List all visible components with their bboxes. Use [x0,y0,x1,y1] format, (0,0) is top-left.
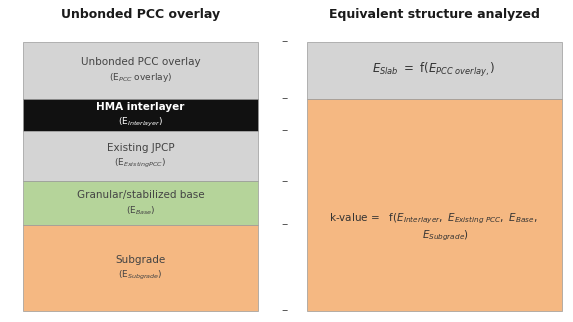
Bar [307,99,562,311]
Text: Subgrade: Subgrade [115,254,166,264]
Text: (E$_{Existing PCC}$): (E$_{Existing PCC}$) [115,157,166,170]
Text: (E$_{Subgrade}$): (E$_{Subgrade}$) [118,269,163,281]
Text: –: – [282,175,288,188]
Bar [23,42,258,99]
Text: HMA interlayer: HMA interlayer [96,101,185,112]
Bar [23,99,258,131]
Text: Unbonded PCC overlay: Unbonded PCC overlay [61,8,220,21]
Text: (E$_{PCC}$ overlay): (E$_{PCC}$ overlay) [109,71,172,84]
Text: (E$_{Base}$): (E$_{Base}$) [125,204,155,216]
Bar [307,42,562,99]
Text: Unbonded PCC overlay: Unbonded PCC overlay [81,57,200,67]
Text: $E_{Slab}\ =\ \mathregular{f}(E_{PCC\ overlay,})$: $E_{Slab}\ =\ \mathregular{f}(E_{PCC\ ov… [372,62,496,80]
Text: –: – [282,124,288,137]
Text: –: – [282,304,288,317]
Text: k-value =   $\mathregular{f}(E_{Interlayer},\ E_{Existing\ PCC},\ E_{Base},$: k-value = $\mathregular{f}(E_{Interlayer… [329,211,538,226]
Text: Existing JPCP: Existing JPCP [107,143,174,153]
Bar [23,131,258,181]
Text: Equivalent structure analyzed: Equivalent structure analyzed [328,8,540,21]
Text: (E$_{Interlayer}$): (E$_{Interlayer}$) [118,116,163,128]
Text: –: – [282,92,288,106]
Bar [23,225,258,311]
Text: Granular/stabilized base: Granular/stabilized base [77,190,204,200]
Text: –: – [282,219,288,232]
Bar [23,181,258,225]
Text: $E_{Subgrade})$: $E_{Subgrade})$ [422,228,469,242]
Text: –: – [282,35,288,48]
